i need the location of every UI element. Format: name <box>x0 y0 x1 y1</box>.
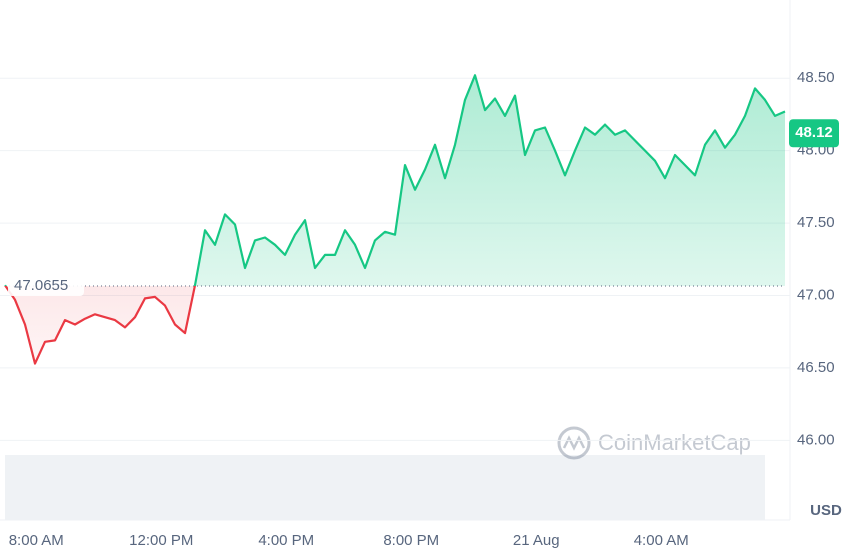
last-price-label: 48.12 <box>795 124 833 141</box>
x-tick-label: 4:00 PM <box>258 532 314 549</box>
y-unit: USD <box>810 502 842 519</box>
volume-band <box>5 455 765 520</box>
last-price-tag <box>789 119 839 148</box>
y-tick-label: 47.00 <box>797 286 835 303</box>
watermark: CoinMarketCap <box>598 430 751 455</box>
x-tick-label: 4:00 AM <box>634 532 689 549</box>
x-tick-label: 8:00 PM <box>383 532 439 549</box>
y-tick-label: 47.50 <box>797 214 835 231</box>
watermark-logo <box>557 426 591 460</box>
y-tick-label: 46.50 <box>797 359 835 376</box>
x-tick-label: 12:00 PM <box>129 532 193 549</box>
y-tick-label: 46.00 <box>797 431 835 448</box>
reference-label-bg <box>8 274 84 296</box>
x-tick-label: 21 Aug <box>513 532 560 549</box>
area-up <box>5 75 785 286</box>
x-tick-label: 8:00 AM <box>9 532 64 549</box>
price-line <box>4 74 786 365</box>
y-tick-label: 48.50 <box>797 69 835 86</box>
reference-label: 47.0655 <box>14 277 68 294</box>
